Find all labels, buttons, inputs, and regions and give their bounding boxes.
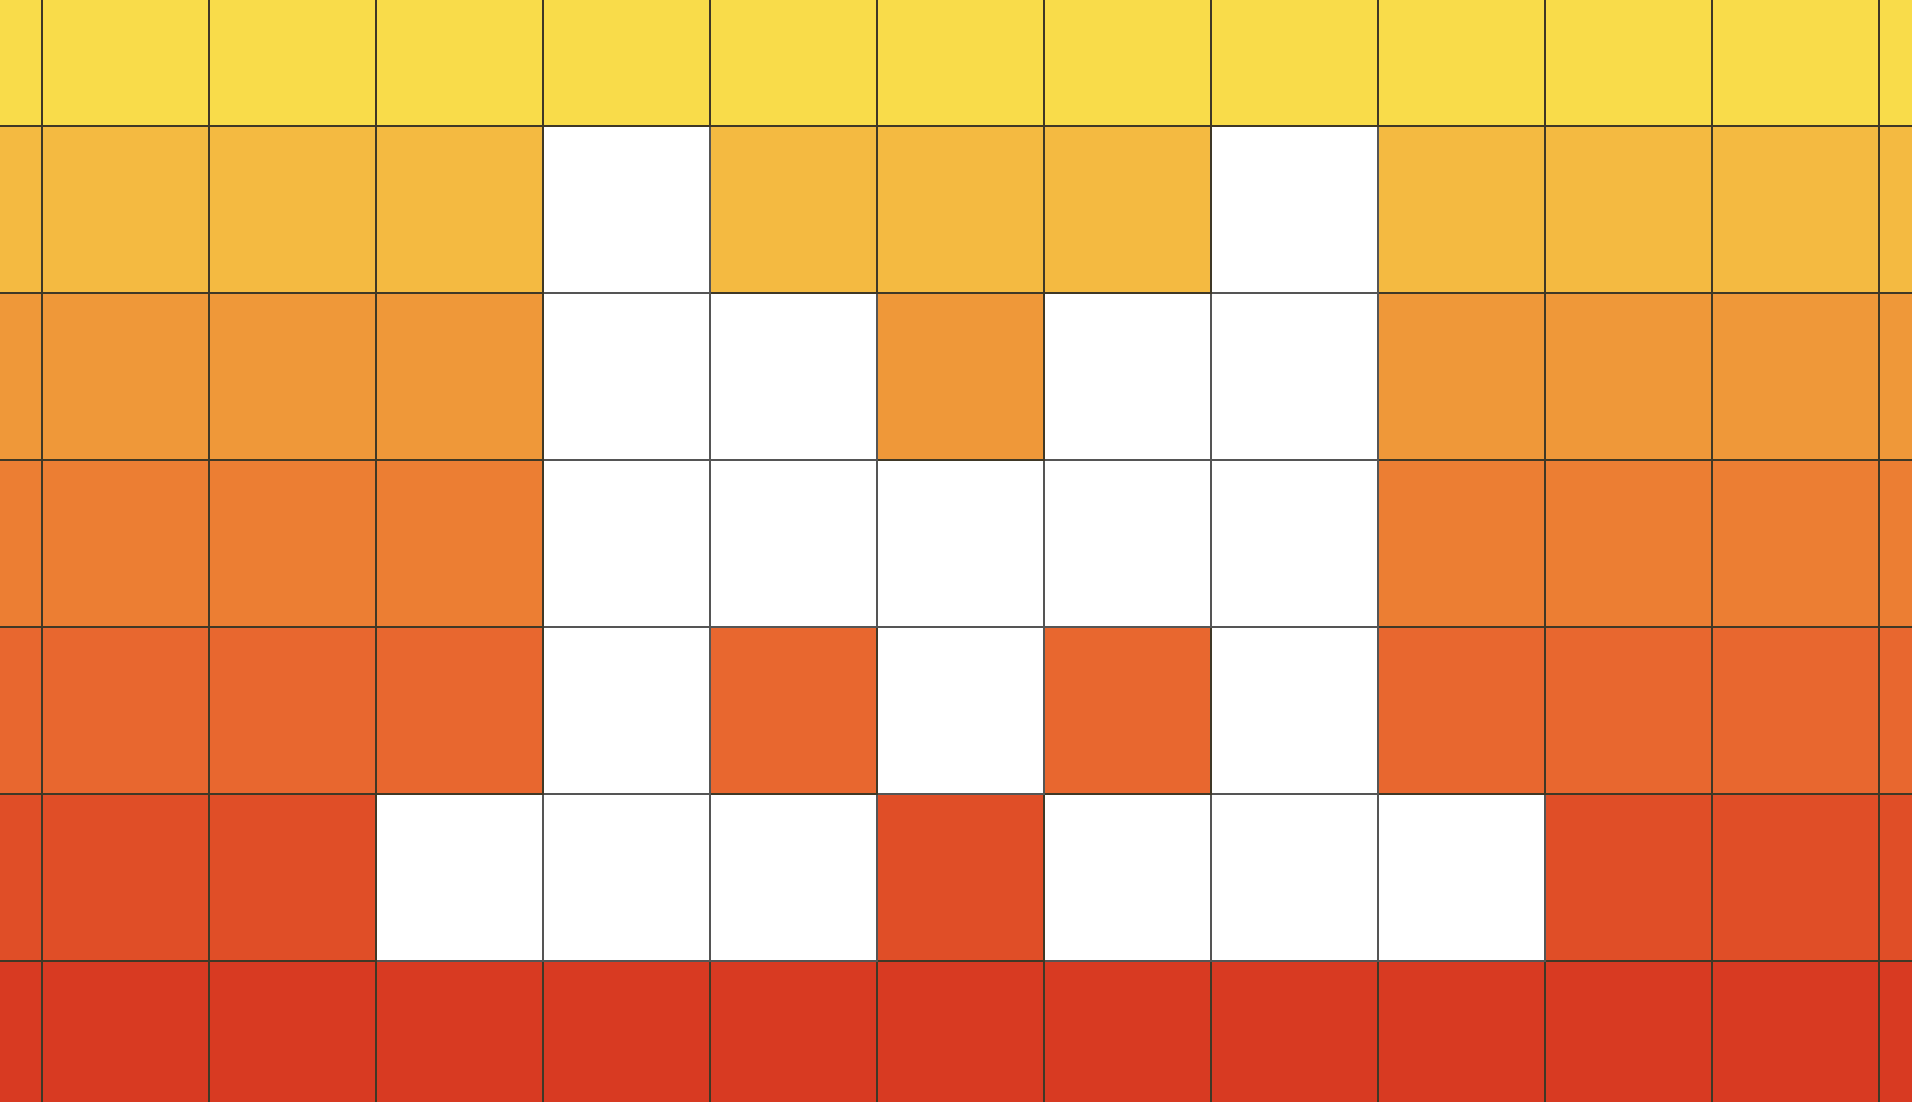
- filled-cell[interactable]: [43, 628, 210, 795]
- filled-cell[interactable]: [210, 628, 377, 795]
- filled-cell[interactable]: [1212, 962, 1379, 1102]
- empty-cell[interactable]: [377, 795, 544, 962]
- empty-cell[interactable]: [878, 461, 1045, 628]
- filled-cell[interactable]: [43, 962, 210, 1102]
- empty-cell[interactable]: [878, 628, 1045, 795]
- filled-cell[interactable]: [878, 0, 1045, 127]
- filled-cell[interactable]: [0, 795, 43, 962]
- filled-cell[interactable]: [0, 127, 43, 294]
- empty-cell[interactable]: [1045, 461, 1212, 628]
- filled-cell[interactable]: [1713, 795, 1880, 962]
- filled-cell[interactable]: [377, 127, 544, 294]
- filled-cell[interactable]: [1546, 962, 1713, 1102]
- filled-cell[interactable]: [711, 127, 878, 294]
- empty-cell[interactable]: [1045, 294, 1212, 461]
- filled-cell[interactable]: [1880, 795, 1912, 962]
- filled-cell[interactable]: [0, 461, 43, 628]
- filled-cell[interactable]: [1212, 0, 1379, 127]
- filled-cell[interactable]: [711, 0, 878, 127]
- filled-cell[interactable]: [1713, 127, 1880, 294]
- filled-cell[interactable]: [1880, 0, 1912, 127]
- filled-cell[interactable]: [1880, 962, 1912, 1102]
- filled-cell[interactable]: [210, 962, 377, 1102]
- filled-cell[interactable]: [0, 294, 43, 461]
- filled-cell[interactable]: [544, 962, 711, 1102]
- empty-cell[interactable]: [544, 795, 711, 962]
- filled-cell[interactable]: [1880, 461, 1912, 628]
- filled-cell[interactable]: [210, 461, 377, 628]
- filled-cell[interactable]: [544, 0, 711, 127]
- empty-cell[interactable]: [544, 294, 711, 461]
- filled-cell[interactable]: [0, 962, 43, 1102]
- filled-cell[interactable]: [1880, 127, 1912, 294]
- empty-cell[interactable]: [1379, 795, 1546, 962]
- filled-cell[interactable]: [878, 294, 1045, 461]
- filled-cell[interactable]: [878, 962, 1045, 1102]
- filled-cell[interactable]: [1880, 294, 1912, 461]
- empty-cell[interactable]: [1212, 628, 1379, 795]
- filled-cell[interactable]: [1546, 628, 1713, 795]
- filled-cell[interactable]: [0, 0, 43, 127]
- filled-cell[interactable]: [878, 127, 1045, 294]
- filled-cell[interactable]: [1045, 962, 1212, 1102]
- filled-cell[interactable]: [878, 795, 1045, 962]
- filled-cell[interactable]: [711, 962, 878, 1102]
- filled-cell[interactable]: [1045, 127, 1212, 294]
- filled-cell[interactable]: [377, 962, 544, 1102]
- filled-cell[interactable]: [711, 628, 878, 795]
- filled-cell[interactable]: [377, 294, 544, 461]
- filled-cell[interactable]: [1713, 294, 1880, 461]
- filled-cell[interactable]: [43, 461, 210, 628]
- filled-cell[interactable]: [1379, 294, 1546, 461]
- filled-cell[interactable]: [377, 0, 544, 127]
- empty-cell[interactable]: [1045, 795, 1212, 962]
- filled-cell[interactable]: [1546, 294, 1713, 461]
- empty-cell[interactable]: [711, 294, 878, 461]
- filled-cell[interactable]: [1546, 795, 1713, 962]
- filled-cell[interactable]: [1379, 0, 1546, 127]
- filled-cell[interactable]: [1045, 0, 1212, 127]
- filled-cell[interactable]: [377, 628, 544, 795]
- empty-cell[interactable]: [544, 461, 711, 628]
- filled-cell[interactable]: [43, 127, 210, 294]
- filled-cell[interactable]: [210, 127, 377, 294]
- empty-cell[interactable]: [544, 127, 711, 294]
- filled-cell[interactable]: [1713, 0, 1880, 127]
- filled-cell[interactable]: [1713, 461, 1880, 628]
- empty-cell[interactable]: [1212, 795, 1379, 962]
- filled-cell[interactable]: [1713, 962, 1880, 1102]
- empty-cell[interactable]: [711, 461, 878, 628]
- empty-cell[interactable]: [711, 795, 878, 962]
- filled-cell[interactable]: [210, 795, 377, 962]
- filled-cell[interactable]: [1713, 628, 1880, 795]
- filled-cell[interactable]: [1546, 0, 1713, 127]
- filled-cell[interactable]: [43, 795, 210, 962]
- filled-cell[interactable]: [0, 628, 43, 795]
- filled-cell[interactable]: [1546, 127, 1713, 294]
- filled-cell[interactable]: [1379, 461, 1546, 628]
- filled-cell[interactable]: [43, 0, 210, 127]
- empty-cell[interactable]: [1212, 461, 1379, 628]
- filled-cell[interactable]: [1379, 962, 1546, 1102]
- empty-cell[interactable]: [1212, 294, 1379, 461]
- filled-cell[interactable]: [377, 461, 544, 628]
- filled-cell[interactable]: [43, 294, 210, 461]
- filled-cell[interactable]: [210, 294, 377, 461]
- filled-cell[interactable]: [1045, 628, 1212, 795]
- filled-cell[interactable]: [1379, 127, 1546, 294]
- filled-cell[interactable]: [1880, 628, 1912, 795]
- filled-cell[interactable]: [210, 0, 377, 127]
- filled-cell[interactable]: [1379, 628, 1546, 795]
- filled-cell[interactable]: [1546, 461, 1713, 628]
- empty-cell[interactable]: [1212, 127, 1379, 294]
- empty-cell[interactable]: [544, 628, 711, 795]
